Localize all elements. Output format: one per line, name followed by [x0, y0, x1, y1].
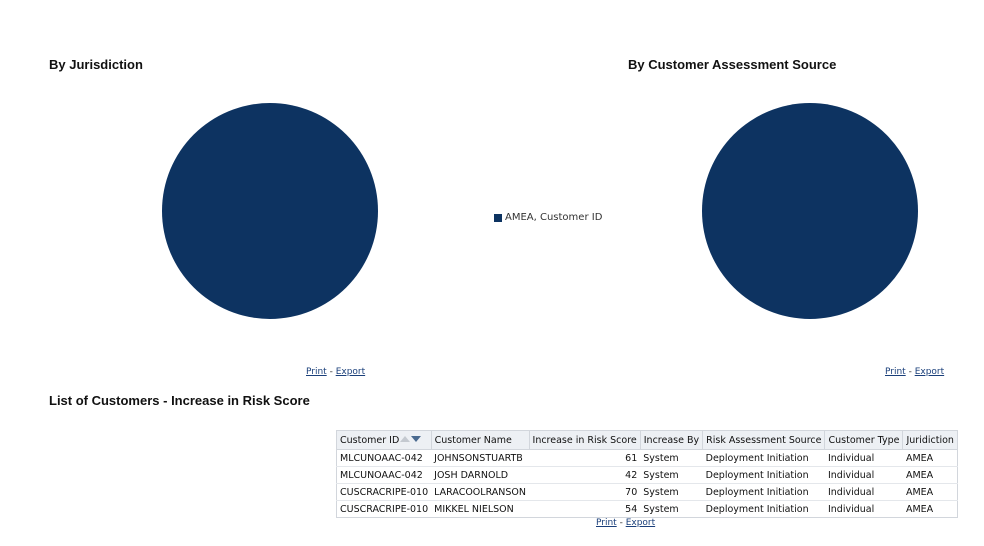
cell-customer-id: CUSCRACRIPE-010	[336, 483, 432, 501]
cell-customer-id: MLCUNOAAC-042	[336, 466, 432, 484]
print-link[interactable]: Print	[885, 367, 906, 377]
table-header-row: Customer ID Customer Name Increase in Ri…	[336, 430, 958, 450]
export-link[interactable]: Export	[625, 518, 656, 528]
table-row: MLCUNOAAC-042 JOSH DARNOLD 42 System Dep…	[336, 466, 958, 484]
link-separator: -	[905, 367, 915, 377]
cell-juridiction: AMEA	[902, 500, 958, 518]
column-header-customer-id[interactable]: Customer ID	[336, 430, 432, 450]
column-header-juridiction[interactable]: Juridiction	[902, 430, 958, 450]
cell-increase-by: System	[640, 500, 703, 518]
table-row: CUSCRACRIPE-010 LARACOOLRANSON 70 System…	[336, 483, 958, 501]
column-header-increase-in-risk-score[interactable]: Increase in Risk Score	[528, 430, 641, 450]
customer-table-links: Print - Export	[596, 518, 655, 528]
cell-customer-name: JOHNSONSTUARTB	[431, 449, 530, 467]
link-separator: -	[616, 518, 626, 528]
cell-customer-name: MIKKEL NIELSON	[431, 500, 530, 518]
export-link[interactable]: Export	[335, 367, 366, 377]
cell-customer-id: MLCUNOAAC-042	[336, 449, 432, 467]
assessment-source-chart-links: Print - Export	[885, 367, 944, 377]
cell-risk-assessment-source: Deployment Initiation	[702, 466, 825, 484]
link-separator: -	[326, 367, 336, 377]
sort-descending-icon[interactable]	[411, 435, 422, 442]
jurisdiction-chart-links: Print - Export	[306, 367, 365, 377]
column-header-risk-assessment-source[interactable]: Risk Assessment Source	[702, 430, 826, 450]
cell-juridiction: AMEA	[902, 483, 958, 501]
assessment-source-pie-slice[interactable]	[702, 103, 918, 319]
export-link[interactable]: Export	[914, 367, 945, 377]
cell-increase-in-risk-score: 61	[529, 449, 641, 467]
cell-customer-type: Individual	[824, 466, 903, 484]
cell-risk-assessment-source: Deployment Initiation	[702, 449, 825, 467]
cell-increase-in-risk-score: 70	[529, 483, 641, 501]
cell-customer-name: JOSH DARNOLD	[431, 466, 530, 484]
cell-increase-by: System	[640, 483, 703, 501]
cell-customer-type: Individual	[824, 483, 903, 501]
cell-customer-id: CUSCRACRIPE-010	[336, 500, 432, 518]
column-header-customer-type[interactable]: Customer Type	[824, 430, 904, 450]
column-header-increase-by[interactable]: Increase By	[639, 430, 704, 450]
column-header-customer-name[interactable]: Customer Name	[430, 430, 530, 450]
sort-ascending-icon[interactable]	[400, 435, 411, 442]
jurisdiction-chart-title: By Jurisdiction	[49, 57, 143, 72]
customer-list-title: List of Customers - Increase in Risk Sco…	[49, 393, 310, 408]
jurisdiction-chart-legend: AMEA, Customer ID	[494, 212, 602, 223]
cell-juridiction: AMEA	[902, 449, 958, 467]
cell-increase-in-risk-score: 54	[529, 500, 641, 518]
cell-risk-assessment-source: Deployment Initiation	[702, 500, 825, 518]
cell-increase-by: System	[640, 466, 703, 484]
customer-risk-table: Customer ID Customer Name Increase in Ri…	[336, 430, 958, 518]
table-row: CUSCRACRIPE-010 MIKKEL NIELSON 54 System…	[336, 500, 958, 518]
legend-label: AMEA, Customer ID	[505, 212, 603, 223]
cell-customer-type: Individual	[824, 449, 903, 467]
cell-juridiction: AMEA	[902, 466, 958, 484]
cell-customer-name: LARACOOLRANSON	[431, 483, 530, 501]
cell-customer-type: Individual	[824, 500, 903, 518]
jurisdiction-pie-slice-amea[interactable]	[162, 103, 378, 319]
cell-risk-assessment-source: Deployment Initiation	[702, 483, 825, 501]
cell-increase-by: System	[640, 449, 703, 467]
print-link[interactable]: Print	[306, 367, 327, 377]
legend-swatch	[494, 213, 502, 222]
assessment-source-chart-title: By Customer Assessment Source	[628, 57, 837, 72]
print-link[interactable]: Print	[596, 518, 617, 528]
column-header-label: Customer ID	[340, 434, 400, 446]
table-row: MLCUNOAAC-042 JOHNSONSTUARTB 61 System D…	[336, 449, 958, 467]
cell-increase-in-risk-score: 42	[529, 466, 641, 484]
